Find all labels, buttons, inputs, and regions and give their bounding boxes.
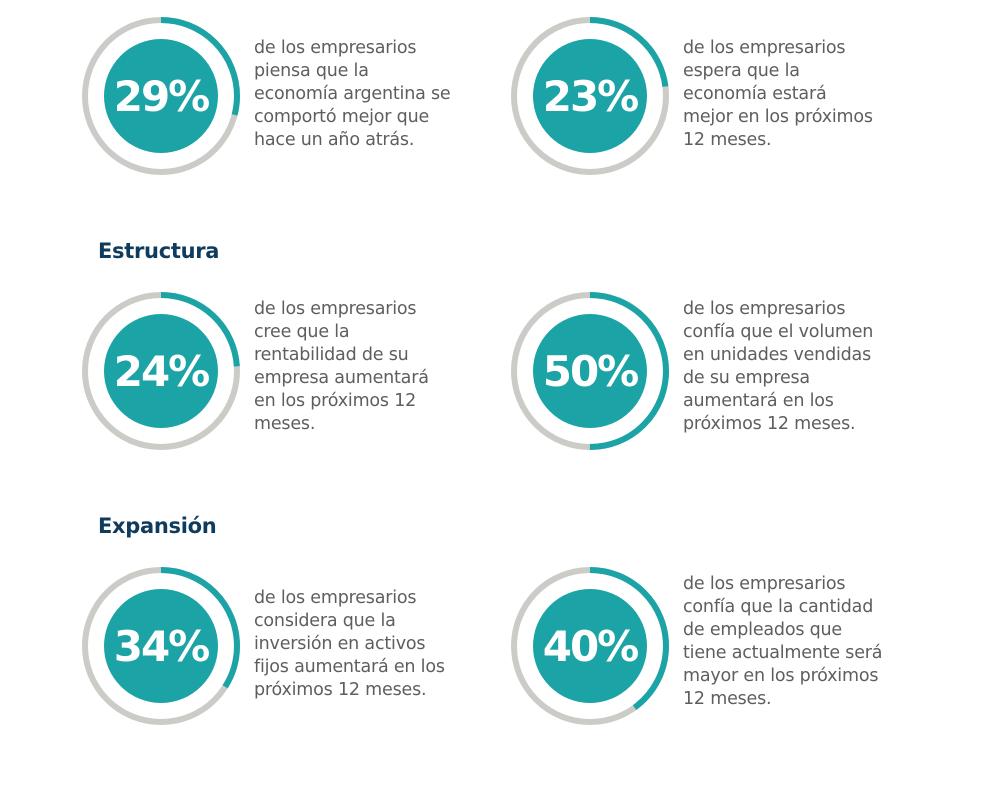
description-line: rentabilidad de su: [254, 345, 409, 365]
description-line: considera que la: [254, 611, 396, 631]
stat-description: de los empresarios espera que la economía …: [683, 37, 913, 152]
description-line: próximos 12 meses.: [254, 680, 427, 700]
progress-ring: [82, 567, 240, 725]
description-line: de los empresarios: [683, 574, 846, 594]
description-line: economía estará: [683, 84, 827, 104]
description-line: en unidades vendidas: [683, 345, 871, 365]
section-title-expansion: Expansión: [98, 514, 217, 538]
description-line: inversión en activos: [254, 634, 426, 654]
description-line: de los empresarios: [254, 38, 417, 58]
description-line: hace un año atrás.: [254, 130, 415, 150]
description-line: espera que la: [683, 61, 800, 81]
description-line: de los empresarios: [254, 299, 417, 319]
description-line: aumentará en los: [683, 391, 834, 411]
description-line: 12 meses.: [683, 689, 772, 709]
stat-fixed-assets: 34% de los empresarios considera que la in…: [80, 565, 510, 727]
description-line: tiene actualmente será: [683, 643, 883, 663]
description-line: de empleados que: [683, 620, 842, 640]
description-line: meses.: [254, 414, 316, 434]
description-line: de su empresa: [683, 368, 810, 388]
description-line: cree que la: [254, 322, 350, 342]
description-line: mejor en los próximos: [683, 107, 873, 127]
progress-ring: [82, 292, 240, 450]
stat-description: de los empresarios piensa que la economía …: [254, 37, 484, 152]
percentage-value: 34%: [113, 621, 211, 671]
progress-ring: [511, 567, 669, 725]
description-line: fijos aumentará en los: [254, 657, 445, 677]
description-line: piensa que la: [254, 61, 369, 81]
stat-description: de los empresarios confía que el volumen e…: [683, 298, 913, 436]
progress-ring: [511, 292, 669, 450]
description-line: confía que la cantidad: [683, 597, 874, 617]
stat-description: de los empresarios considera que la invers…: [254, 587, 484, 702]
description-line: en los próximos 12: [254, 391, 417, 411]
percentage-value: 29%: [113, 71, 211, 121]
description-line: próximos 12 meses.: [683, 414, 856, 434]
percentage-value: 24%: [113, 346, 211, 396]
stat-employees: 40% de los empresarios confía que la cant…: [509, 565, 939, 727]
description-line: comportó mejor que: [254, 107, 430, 127]
percentage-value: 40%: [542, 621, 640, 671]
percentage-value: 50%: [542, 346, 640, 396]
description-line: confía que el volumen: [683, 322, 874, 342]
description-line: empresa aumentará: [254, 368, 429, 388]
stat-description: de los empresarios cree que la rentabilida…: [254, 298, 484, 436]
description-line: de los empresarios: [683, 38, 846, 58]
stat-profitability: 24% de los empresarios cree que la rentabi…: [80, 290, 510, 452]
description-line: 12 meses.: [683, 130, 772, 150]
description-line: economía argentina se: [254, 84, 451, 104]
stat-sales-volume: 50% de los empresarios confía que el volu…: [509, 290, 939, 452]
description-line: de los empresarios: [254, 588, 417, 608]
description-line: mayor en los próximos: [683, 666, 879, 686]
stat-description: de los empresarios confía que la cantidad…: [683, 573, 913, 711]
section-title-estructura: Estructura: [98, 239, 220, 263]
stat-economy-past: 29% de los empresarios piensa que la econo…: [80, 15, 510, 177]
stat-economy-future: 23% de los empresarios espera que la econo…: [509, 15, 939, 177]
description-line: de los empresarios: [683, 299, 846, 319]
progress-ring: [82, 17, 240, 175]
progress-ring: [511, 17, 669, 175]
percentage-value: 23%: [542, 71, 640, 121]
